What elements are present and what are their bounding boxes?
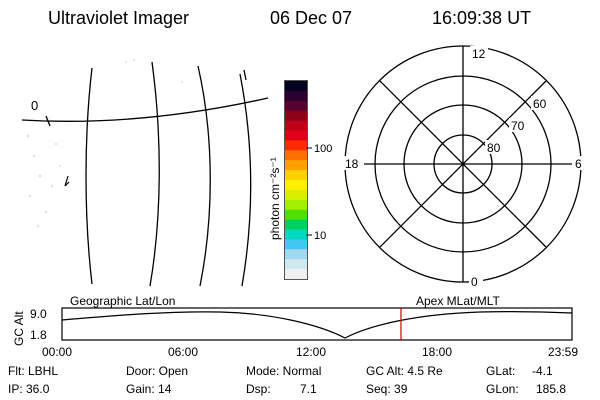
date-label: 06 Dec 07 bbox=[270, 8, 353, 28]
polar-label-70: 70 bbox=[511, 119, 525, 133]
colorbar-ticks: 100 10 bbox=[306, 143, 332, 242]
timeline-y-top: 9.0 bbox=[30, 307, 47, 321]
header-bar: Ultraviolet Imager 06 Dec 07 16:09:38 UT bbox=[0, 4, 600, 30]
mode-value: Mode: Normal bbox=[246, 364, 322, 378]
time-tick: 18:00 bbox=[422, 345, 453, 359]
polar-label-18: 18 bbox=[345, 157, 359, 171]
colorbar-band bbox=[285, 229, 307, 240]
dsp-value: 7.1 bbox=[300, 382, 317, 396]
timeline-axis-title: GC Alt bbox=[12, 311, 26, 346]
time-tick: 23:59 bbox=[548, 345, 579, 359]
colorbar-band bbox=[285, 180, 307, 191]
polar-axis bbox=[379, 80, 547, 248]
image-specks bbox=[26, 59, 183, 227]
latitude-line bbox=[21, 97, 269, 122]
label-bg bbox=[485, 140, 505, 154]
colorbar-band bbox=[285, 219, 307, 230]
polar-label-0: 0 bbox=[471, 275, 478, 289]
label-bg bbox=[509, 118, 529, 132]
metadata-footer: Flt: LBHL IP: 36.0 Door: Open Gain: 14 M… bbox=[0, 364, 600, 400]
timeline-plot bbox=[61, 307, 573, 341]
geographic-label: Geographic Lat/Lon bbox=[70, 294, 176, 308]
colorbar-band bbox=[285, 239, 307, 250]
colorbar-band bbox=[285, 189, 307, 201]
colorbar-band bbox=[285, 120, 307, 131]
grid-label-zero: 0 bbox=[31, 98, 38, 113]
colorbar-unit: photon cm⁻²s⁻¹ bbox=[268, 157, 282, 240]
label-bg bbox=[342, 156, 364, 170]
colorbar bbox=[284, 80, 308, 280]
time-axis: 00:00 06:00 12:00 18:00 23:59 bbox=[0, 345, 600, 361]
colorbar-band bbox=[285, 209, 307, 221]
time-label: 16:09:38 UT bbox=[432, 8, 532, 28]
meridian-line bbox=[239, 73, 252, 287]
colorbar-gradient bbox=[285, 81, 307, 280]
meridian-line bbox=[197, 65, 211, 287]
instrument-title: Ultraviolet Imager bbox=[48, 8, 190, 28]
colorbar-tick-100: 100 bbox=[314, 143, 332, 155]
glat-value: -4.1 bbox=[532, 364, 553, 378]
colorbar-band bbox=[285, 110, 307, 122]
time-tick: 12:00 bbox=[296, 345, 327, 359]
polar-label-6: 6 bbox=[575, 157, 582, 171]
meridian-line bbox=[85, 67, 93, 285]
colorbar-band bbox=[285, 259, 307, 270]
time-tick: 00:00 bbox=[42, 345, 73, 359]
label-bg bbox=[572, 156, 586, 170]
colorbar-unit-label: photon cm⁻²s⁻¹ bbox=[268, 157, 282, 240]
timeline-y-bottom: 1.8 bbox=[30, 328, 47, 342]
apex-label: Apex MLat/MLT bbox=[416, 294, 500, 308]
sequence-value: Seq: 39 bbox=[366, 382, 408, 396]
ip-value: IP: 36.0 bbox=[8, 382, 50, 396]
polar-label-12: 12 bbox=[472, 47, 486, 61]
colorbar-band bbox=[285, 170, 307, 181]
meridian-line bbox=[243, 69, 247, 81]
colorbar-band bbox=[285, 269, 307, 280]
colorbar-band bbox=[285, 199, 307, 211]
gain-value: Gain: 14 bbox=[126, 382, 172, 396]
polar-label-60: 60 bbox=[533, 97, 547, 111]
altitude-curve bbox=[61, 310, 573, 339]
colorbar-band bbox=[285, 100, 307, 112]
glon-value: 185.8 bbox=[536, 382, 567, 396]
glat-label: GLat: bbox=[486, 364, 516, 378]
label-bg bbox=[531, 96, 551, 110]
gc-alt-axis-title: GC Alt bbox=[12, 311, 26, 346]
door-status: Door: Open bbox=[126, 364, 189, 378]
colorbar-band bbox=[285, 160, 307, 171]
coastline-fragment bbox=[64, 175, 70, 187]
colorbar-band bbox=[285, 150, 307, 161]
colorbar-band bbox=[285, 140, 307, 151]
colorbar-band bbox=[285, 81, 307, 92]
latitude-tick bbox=[45, 115, 51, 127]
dsp-label: Dsp: bbox=[246, 382, 271, 396]
time-tick: 06:00 bbox=[168, 345, 199, 359]
polar-plot: 12 18 6 0 60 70 80 bbox=[342, 45, 586, 289]
meridian-line bbox=[149, 61, 160, 287]
label-bg bbox=[469, 274, 483, 288]
geographic-image-panel: 0 bbox=[21, 59, 269, 287]
filter-value: Flt: LBHL bbox=[8, 364, 59, 378]
polar-label-80: 80 bbox=[487, 141, 501, 155]
glon-label: GLon: bbox=[486, 382, 519, 396]
colorbar-band bbox=[285, 249, 307, 260]
label-bg bbox=[470, 46, 488, 60]
colorbar-band bbox=[285, 90, 307, 102]
timeline-frame bbox=[61, 307, 573, 341]
gc-alt-value: GC Alt: 4.5 Re bbox=[366, 364, 443, 378]
colorbar-tick-10: 10 bbox=[314, 230, 326, 242]
colorbar-band bbox=[285, 130, 307, 141]
